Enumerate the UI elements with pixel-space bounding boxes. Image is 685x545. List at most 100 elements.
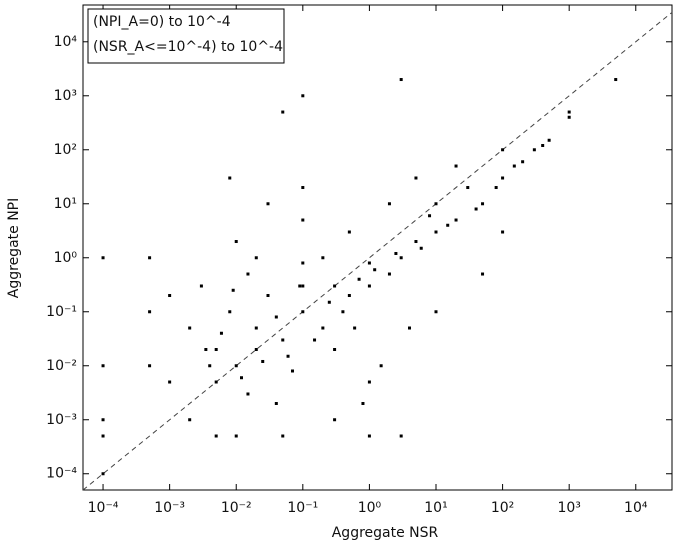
x-tick-label: 10⁰: [358, 500, 382, 516]
point: [228, 176, 232, 180]
point: [228, 310, 232, 314]
point: [301, 284, 305, 288]
point: [399, 256, 403, 260]
point: [214, 380, 218, 384]
point: [547, 138, 551, 142]
point: [301, 218, 305, 222]
point: [333, 418, 337, 422]
y-tick-label: 10¹: [54, 196, 77, 212]
legend-box: [87, 8, 285, 64]
point: [454, 164, 458, 168]
point: [214, 348, 218, 352]
point: [321, 256, 325, 260]
point: [501, 148, 505, 152]
point: [367, 380, 371, 384]
point: [501, 176, 505, 180]
point: [214, 434, 218, 438]
point: [407, 326, 411, 330]
point: [246, 392, 250, 396]
y-tick-label: 10³: [54, 88, 77, 104]
x-tick-label: 10⁻⁴: [88, 500, 119, 516]
y-tick-label: 10⁴: [54, 34, 78, 50]
point: [301, 94, 305, 98]
point: [474, 207, 478, 211]
point: [614, 78, 618, 82]
point: [512, 164, 516, 168]
annotation: (NSR_A<=10^-4) to 10^-4: [93, 39, 283, 55]
point: [321, 326, 325, 330]
point: [373, 268, 377, 272]
point: [246, 272, 250, 276]
point: [521, 160, 525, 164]
point: [327, 300, 331, 304]
x-tick-label: 10⁻³: [154, 500, 185, 516]
point: [281, 338, 285, 342]
x-tick-label: 10⁻¹: [287, 500, 318, 516]
point: [414, 240, 418, 244]
x-tick-label: 10⁻²: [221, 500, 252, 516]
plot-frame: [82, 4, 673, 491]
point: [148, 256, 152, 260]
point: [367, 261, 371, 265]
point: [357, 277, 361, 281]
point: [481, 272, 485, 276]
point: [281, 110, 285, 114]
point: [204, 348, 208, 352]
point: [387, 272, 391, 276]
point: [168, 380, 172, 384]
point: [168, 294, 172, 298]
point: [419, 246, 423, 250]
point: [399, 78, 403, 82]
point: [414, 176, 418, 180]
point: [281, 434, 285, 438]
point: [434, 310, 438, 314]
y-tick-label: 10²: [54, 142, 77, 158]
point: [347, 294, 351, 298]
point: [301, 261, 305, 265]
point: [347, 230, 351, 234]
x-tick-label: 10²: [491, 500, 514, 516]
point: [188, 326, 192, 330]
point: [101, 418, 105, 422]
point: [379, 364, 383, 368]
point: [101, 364, 105, 368]
point: [394, 251, 398, 255]
point: [274, 315, 278, 319]
point: [188, 418, 192, 422]
point: [567, 110, 571, 114]
y-tick-label: 10⁻²: [46, 358, 77, 374]
point: [541, 143, 545, 147]
point: [266, 202, 270, 206]
point: [313, 338, 317, 342]
point: [239, 376, 243, 380]
point: [428, 214, 432, 218]
x-tick-label: 10¹: [424, 500, 447, 516]
x-tick-label: 10⁴: [624, 500, 648, 516]
x-axis-label: Aggregate NSR: [332, 525, 439, 541]
point: [286, 354, 290, 358]
point: [466, 186, 470, 190]
point: [199, 284, 203, 288]
point: [208, 364, 212, 368]
point: [446, 223, 450, 227]
point: [567, 115, 571, 119]
point: [367, 434, 371, 438]
point: [494, 186, 498, 190]
point: [361, 401, 365, 405]
point: [101, 256, 105, 260]
y-tick-label: 10⁰: [54, 250, 78, 266]
point: [266, 294, 270, 298]
point: [231, 288, 235, 292]
y-axis-label: Aggregate NPI: [6, 198, 22, 298]
point: [261, 359, 265, 363]
point: [234, 240, 238, 244]
reference-line: [82, 12, 673, 491]
point: [101, 472, 105, 476]
point: [434, 202, 438, 206]
point: [254, 326, 258, 330]
point: [219, 331, 223, 335]
point: [148, 310, 152, 314]
point: [301, 310, 305, 314]
y-tick-label: 10⁻³: [46, 412, 77, 428]
point: [501, 230, 505, 234]
